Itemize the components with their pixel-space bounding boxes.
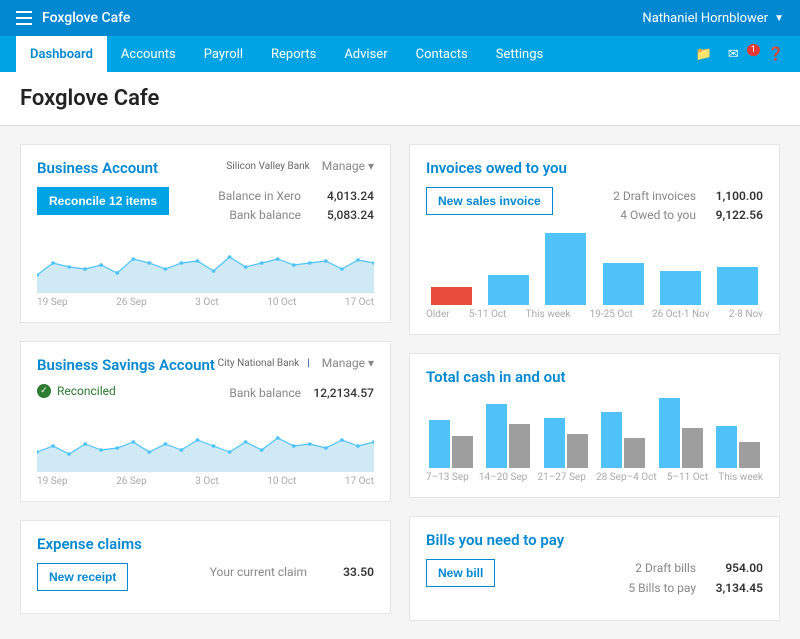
tab-dashboard[interactable]: Dashboard (16, 36, 107, 72)
mail-icon[interactable]: ✉1 (728, 47, 752, 62)
panel-title[interactable]: Bills you need to pay (426, 531, 564, 549)
page-title: Foxglove Cafe (20, 86, 780, 111)
help-icon[interactable]: ❓ (768, 47, 784, 62)
reconciled-status: ✓ Reconciled (37, 384, 116, 398)
reconcile-button[interactable]: Reconcile 12 items (37, 187, 169, 215)
panel-invoices: Invoices owed to you New sales invoice 2… (409, 144, 780, 335)
topbar: Foxglove Cafe Nathaniel Hornblower ▼ (0, 0, 800, 36)
user-name: Nathaniel Hornblower (642, 11, 768, 26)
x-axis-labels: 19 Sep26 Sep3 Oct10 Oct17 Oct (37, 297, 374, 308)
new-receipt-button[interactable]: New receipt (37, 563, 128, 591)
menu-icon[interactable] (16, 11, 32, 25)
panel-title[interactable]: Invoices owed to you (426, 159, 567, 177)
x-axis-labels: Older5-11 OctThis week19-25 Oct26 Oct-1 … (426, 309, 763, 320)
sparkline-chart (37, 233, 374, 293)
manage-dropdown[interactable]: Manage ▾ (322, 356, 374, 370)
tab-settings[interactable]: Settings (482, 36, 557, 72)
panel-cash: Total cash in and out 7–13 Sep14–20 Sep2… (409, 353, 780, 498)
navbar: DashboardAccountsPayrollReportsAdviserCo… (0, 36, 800, 72)
new-invoice-button[interactable]: New sales invoice (426, 187, 553, 215)
panel-expense-claims: Expense claims New receipt Your current … (20, 520, 391, 614)
tab-contacts[interactable]: Contacts (402, 36, 482, 72)
tab-adviser[interactable]: Adviser (330, 36, 401, 72)
user-menu[interactable]: Nathaniel Hornblower ▼ (642, 11, 784, 26)
expense-stats: Your current claim 33.50 (210, 563, 374, 582)
invoice-stats: 2 Draft invoices 1,100.004 Owed to you 9… (613, 187, 763, 225)
page-header: Foxglove Cafe (0, 72, 800, 126)
panel-title[interactable]: Total cash in and out (426, 368, 566, 386)
org-name: Foxglove Cafe (42, 10, 130, 26)
bank-logo: Silicon Valley Bank (226, 161, 309, 172)
notif-badge: 1 (747, 44, 760, 56)
chevron-down-icon: ▼ (774, 13, 784, 24)
folder-icon[interactable]: 📁 (696, 47, 712, 62)
sparkline-chart (37, 412, 374, 472)
manage-dropdown[interactable]: Manage ▾ (322, 159, 374, 173)
bank-logo: City National Bank | (218, 358, 310, 369)
bill-stats: 2 Draft bills 954.005 Bills to pay 3,134… (628, 559, 763, 597)
new-bill-button[interactable]: New bill (426, 559, 495, 587)
panel-title[interactable]: Expense claims (37, 535, 142, 553)
tab-payroll[interactable]: Payroll (190, 36, 257, 72)
balances: Bank balance 12,2134.57 (229, 384, 374, 403)
tab-accounts[interactable]: Accounts (107, 36, 190, 72)
tab-reports[interactable]: Reports (257, 36, 330, 72)
balances: Balance in Xero 4,013.24 Bank balance 5,… (218, 187, 374, 225)
cash-bar-chart (426, 396, 763, 468)
panel-business-account: Business Account Silicon Valley Bank Man… (20, 144, 391, 323)
panel-bills: Bills you need to pay New bill 2 Draft b… (409, 516, 780, 620)
panel-title[interactable]: Business Savings Account (37, 356, 215, 374)
invoice-bar-chart (426, 233, 763, 305)
x-axis-labels: 7–13 Sep14–20 Sep21–27 Sep28 Sep–4 Oct5–… (426, 472, 763, 483)
panel-savings-account: Business Savings Account City National B… (20, 341, 391, 501)
x-axis-labels: 19 Sep26 Sep3 Oct10 Oct17 Oct (37, 476, 374, 487)
panel-title[interactable]: Business Account (37, 159, 158, 177)
check-icon: ✓ (37, 384, 51, 398)
